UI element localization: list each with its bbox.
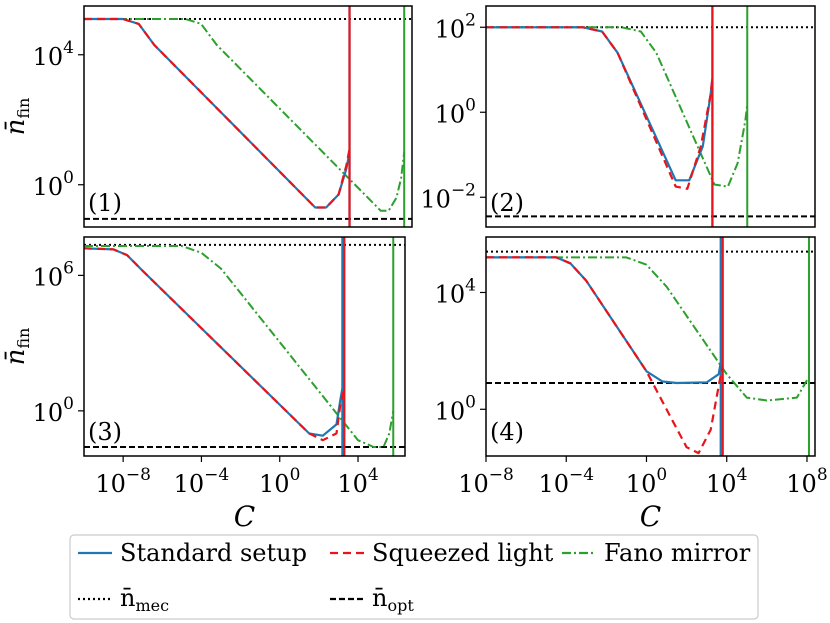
y-tick-label: 100 <box>435 95 476 128</box>
series-squeezed-line <box>486 256 724 455</box>
panel-label: (4) <box>490 418 524 446</box>
legend: Standard setup Squeezed light Fano mirro… <box>69 534 759 620</box>
series-fano-line <box>486 26 749 188</box>
series-fano-line <box>84 245 395 448</box>
axes-frame <box>83 236 406 457</box>
plot-area <box>486 237 815 456</box>
y-tick-label: 100 <box>33 168 74 201</box>
legend-label-nmec: n̄mec <box>120 584 169 615</box>
panel-label: (2) <box>490 189 524 217</box>
panel-label: (1) <box>88 189 122 217</box>
series-squeezed-line <box>486 26 714 190</box>
series-squeezed-line <box>84 247 346 442</box>
y-tick-label: 100 <box>33 394 74 427</box>
series-standard-line <box>486 256 722 385</box>
y-tick-label: 100 <box>435 392 476 425</box>
series-standard-line <box>486 26 714 182</box>
panel-3: 106 100 10−8 10−4 100 104 Cn̄fin (3) <box>1 236 406 533</box>
plot-area <box>486 6 815 227</box>
x-axis-label: C <box>234 500 255 533</box>
axes-frame <box>485 5 816 228</box>
x-tick-label: 104 <box>706 465 747 498</box>
plot-area <box>84 6 412 227</box>
panel-2: 102 100 10−2 (2) <box>420 5 816 228</box>
series-fano-line <box>84 18 406 212</box>
series-squeezed-line <box>84 17 351 209</box>
legend-label-squeezed: Squeezed light <box>372 539 554 567</box>
y-tick-label: 106 <box>33 258 74 291</box>
axes-frame <box>83 5 413 228</box>
x-tick-label: 104 <box>337 465 378 498</box>
series-fano-line <box>486 256 808 402</box>
panel-label: (3) <box>88 418 122 446</box>
y-tick-label: 102 <box>435 10 476 43</box>
x-tick-label: 100 <box>626 465 667 498</box>
panel-4: 104 100 10−8 10−4 100 104 108 C (4) <box>435 236 828 533</box>
series-standard-line <box>84 17 351 209</box>
y-axis-label: n̄fin <box>1 328 33 366</box>
y-axis-label: n̄fin <box>1 98 33 136</box>
x-tick-label: 10−8 <box>458 465 514 498</box>
legend-label-standard: Standard setup <box>120 539 307 567</box>
plot-area <box>84 237 405 456</box>
legend-frame <box>69 534 759 620</box>
x-tick-label: 108 <box>786 465 827 498</box>
x-tick-label: 10−4 <box>174 465 230 498</box>
legend-label-nopt: n̄opt <box>372 584 414 615</box>
legend-label-fano: Fano mirror <box>604 539 751 567</box>
y-tick-label: 10−2 <box>420 180 476 213</box>
series-standard-line <box>84 247 344 437</box>
x-tick-label: 10−8 <box>95 465 151 498</box>
axes-frame <box>485 236 816 457</box>
x-tick-label: 10−4 <box>538 465 594 498</box>
x-tick-label: 100 <box>259 465 300 498</box>
y-tick-label: 104 <box>33 38 74 71</box>
y-tick-label: 104 <box>435 275 476 308</box>
x-axis-label: C <box>640 500 661 533</box>
